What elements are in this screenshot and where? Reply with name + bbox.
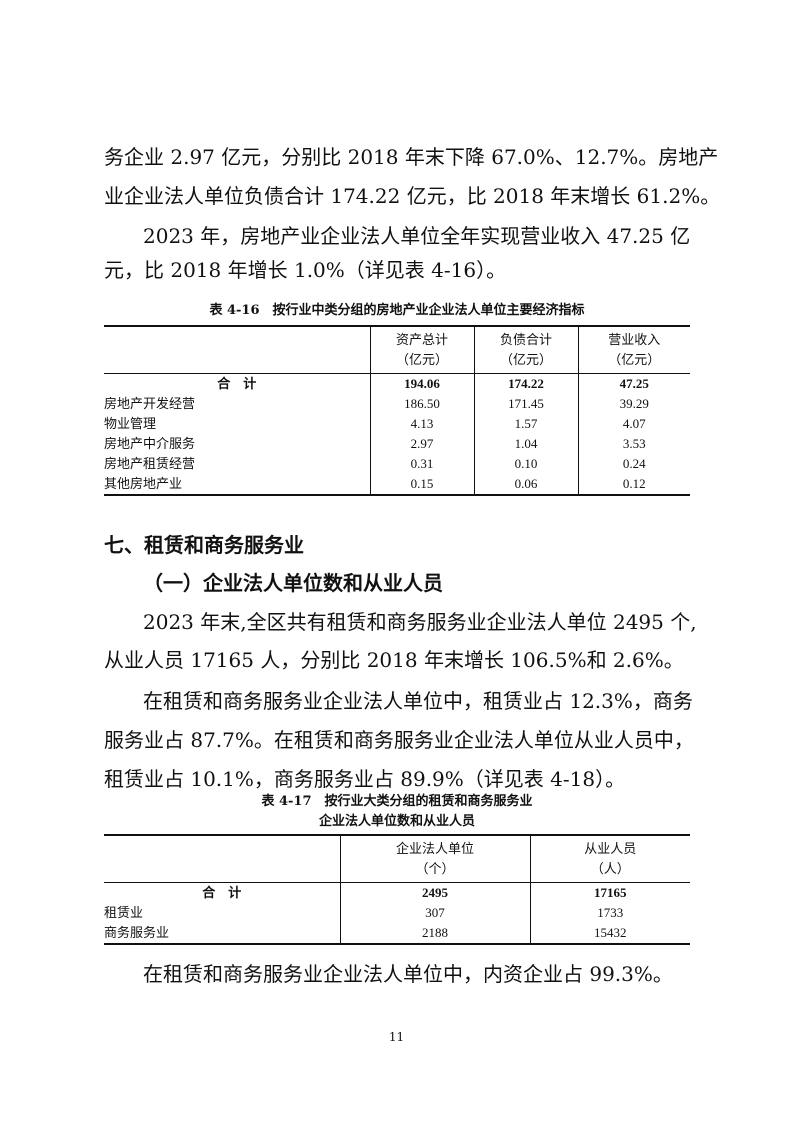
cell-value: 171.45 [473, 394, 578, 414]
table-4-16: 资产总计 （亿元） 负债合计 （亿元） 营业收入 （亿元） 合 计 194.06 174.22… [104, 325, 690, 496]
cell-value: 2188 [339, 923, 530, 944]
column-header: 营业收入 （亿元） [577, 326, 690, 374]
cell-value: 0.10 [473, 454, 578, 474]
row-label: 物业管理 [104, 416, 157, 431]
column-header-text: （亿元） [608, 352, 661, 367]
body-text-line: 务企业 2.97 亿元，分别比 2018 年末下降 67.0%、12.7%。房地… [104, 145, 719, 169]
row-label: 合 计 [217, 376, 257, 391]
column-header [104, 835, 340, 883]
cell-value: 39.29 [577, 394, 690, 414]
cell-value: 1.04 [473, 434, 578, 454]
column-header: 从业人员 （人） [529, 835, 690, 883]
body-text-line: 服务业占 87.7%。在租赁和商务服务业企业法人单位从业人员中， [104, 728, 694, 752]
body-text-line: 业企业法人单位负债合计 174.22 亿元，比 2018 年末增长 61.2%。 [104, 184, 721, 208]
table-row: 房地产租赁经营 0.31 0.10 0.24 [104, 454, 690, 474]
column-header-text [104, 859, 340, 879]
section-heading: 七、租赁和商务服务业 [104, 533, 304, 557]
column-header-text: （亿元） [395, 352, 448, 367]
column-header: 负债合计 （亿元） [473, 326, 578, 374]
column-header: 企业法人单位 （个） [339, 835, 530, 883]
row-label: 房地产中介服务 [104, 436, 196, 451]
cell-value: 15432 [529, 923, 690, 944]
row-label: 其他房地产业 [104, 476, 183, 491]
cell-value: 2495 [339, 882, 530, 903]
column-header-text: 资产总计 [395, 332, 448, 347]
body-text-line: 2023 年，房地产业企业法人单位全年实现营业收入 47.25 亿 [143, 224, 691, 248]
table-row: 合 计 194.06 174.22 47.25 [104, 373, 690, 394]
body-text-line: 在租赁和商务服务业企业法人单位中，内资企业占 99.3%。 [143, 962, 673, 986]
cell-value: 0.06 [473, 474, 578, 495]
table-row: 商务服务业 2188 15432 [104, 923, 690, 944]
sub-heading: （一）企业法人单位数和从业人员 [143, 571, 443, 595]
body-text-line: 2023 年末,全区共有租赁和商务服务业企业法人单位 2495 个, [143, 610, 697, 634]
cell-value: 186.50 [369, 394, 474, 414]
column-header-text: （人） [590, 861, 630, 876]
column-header-text [104, 839, 340, 859]
row-label: 商务服务业 [104, 925, 170, 940]
table-4-17-caption-line2: 企业法人单位数和从业人员 [318, 814, 475, 829]
table-4-16-caption: 表 4-16 按行业中类分组的房地产业企业法人单位主要经济指标 [209, 303, 585, 318]
table-row: 房地产中介服务 2.97 1.04 3.53 [104, 434, 690, 454]
row-label: 房地产租赁经营 [104, 456, 196, 471]
table-row: 物业管理 4.13 1.57 4.07 [104, 414, 690, 434]
cell-value: 1733 [529, 903, 690, 923]
cell-value: 4.13 [369, 414, 474, 434]
column-header-text: 负债合计 [499, 332, 552, 347]
table-row: 租赁业 307 1733 [104, 903, 690, 923]
row-label: 房地产开发经营 [104, 396, 196, 411]
column-header [104, 326, 370, 374]
cell-value: 194.06 [369, 373, 474, 394]
column-header: 资产总计 （亿元） [369, 326, 474, 374]
cell-value: 2.97 [369, 434, 474, 454]
body-text-line: 在租赁和商务服务业企业法人单位中，租赁业占 12.3%，商务 [143, 689, 693, 713]
column-header-text [104, 330, 370, 350]
cell-value: 0.12 [577, 474, 690, 495]
body-text-line: 从业人员 17165 人，分别比 2018 年末增长 106.5%和 2.6%。 [104, 648, 684, 672]
column-header-text: 营业收入 [608, 332, 661, 347]
column-header-text [104, 350, 370, 370]
cell-value: 17165 [529, 882, 690, 903]
column-header-text: （个） [415, 861, 455, 876]
table-row: 合 计 2495 17165 [104, 882, 690, 903]
cell-value: 47.25 [577, 373, 690, 394]
cell-value: 4.07 [577, 414, 690, 434]
cell-value: 1.57 [473, 414, 578, 434]
table-row: 其他房地产业 0.15 0.06 0.12 [104, 474, 690, 495]
table-4-17: 企业法人单位 （个） 从业人员 （人） 合 计 2495 17165 租赁业 307 1733 商… [104, 834, 690, 945]
cell-value: 0.31 [369, 454, 474, 474]
cell-value: 0.24 [577, 454, 690, 474]
cell-value: 174.22 [473, 373, 578, 394]
row-label: 租赁业 [104, 905, 144, 920]
cell-value: 3.53 [577, 434, 690, 454]
cell-value: 0.15 [369, 474, 474, 495]
body-text-line: 租赁业占 10.1%，商务服务业占 89.9%（详见表 4-18）。 [104, 767, 626, 791]
column-header-text: 从业人员 [584, 841, 637, 856]
column-header-text: （亿元） [499, 352, 552, 367]
table-row: 房地产开发经营 186.50 171.45 39.29 [104, 394, 690, 414]
column-header-text: 企业法人单位 [395, 841, 474, 856]
page-number: 11 [388, 1030, 405, 1044]
body-text-line: 元，比 2018 年增长 1.0%（详见表 4-16）。 [104, 258, 507, 282]
row-label: 合 计 [202, 885, 242, 900]
table-4-17-caption: 表 4-17 按行业大类分组的租赁和商务服务业 [261, 794, 533, 809]
cell-value: 307 [339, 903, 530, 923]
